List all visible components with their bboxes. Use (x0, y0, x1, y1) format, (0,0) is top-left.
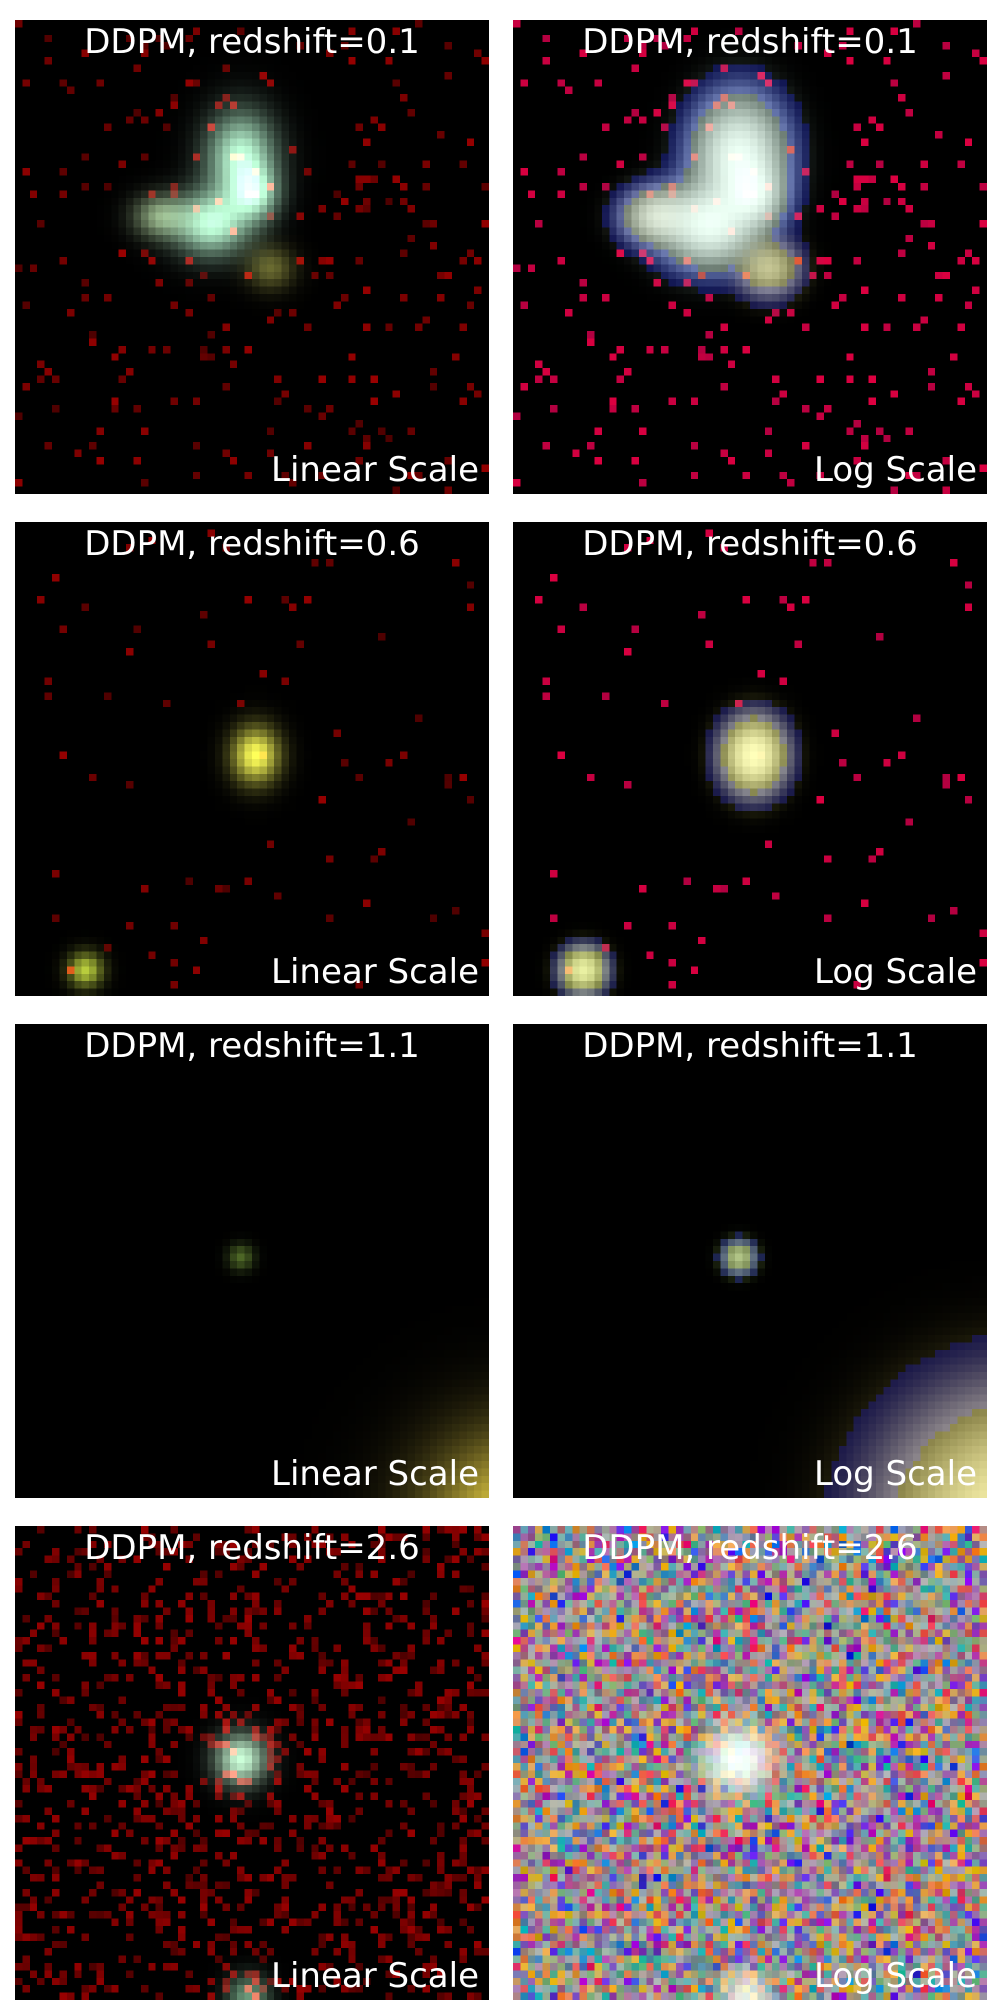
galaxy-image (513, 522, 987, 996)
galaxy-image (15, 20, 489, 494)
scale-label: Log Scale (813, 1454, 977, 1494)
galaxy-panel-z0.6-log: DDPM, redshift=0.6 Log Scale (513, 522, 987, 996)
galaxy-image (15, 1024, 489, 1498)
galaxy-panel-z0.1-log: DDPM, redshift=0.1 Log Scale (513, 20, 987, 494)
panel-title: DDPM, redshift=2.6 (582, 1528, 918, 1568)
panel-title: DDPM, redshift=0.6 (84, 524, 420, 564)
galaxy-panel-z1.1-linear: DDPM, redshift=1.1 Linear Scale (15, 1024, 489, 1498)
galaxy-panel-z0.1-linear: DDPM, redshift=0.1 Linear Scale (15, 20, 489, 494)
scale-label: Linear Scale (271, 450, 479, 490)
galaxy-panel-z0.6-linear: DDPM, redshift=0.6 Linear Scale (15, 522, 489, 996)
galaxy-image (513, 1526, 987, 2000)
scale-label: Log Scale (813, 450, 977, 490)
galaxy-image (513, 1024, 987, 1498)
galaxy-image (15, 1526, 489, 2000)
scale-label: Linear Scale (271, 952, 479, 992)
scale-label: Linear Scale (271, 1956, 479, 1996)
panel-title: DDPM, redshift=0.1 (582, 22, 918, 62)
panel-title: DDPM, redshift=1.1 (84, 1026, 420, 1066)
panel-title: DDPM, redshift=0.1 (84, 22, 420, 62)
scale-label: Log Scale (813, 1956, 977, 1996)
galaxy-image (513, 20, 987, 494)
panel-title: DDPM, redshift=1.1 (582, 1026, 918, 1066)
scale-label: Linear Scale (271, 1454, 479, 1494)
galaxy-panel-z1.1-log: DDPM, redshift=1.1 Log Scale (513, 1024, 987, 1498)
galaxy-panel-z2.6-log: DDPM, redshift=2.6 Log Scale (513, 1526, 987, 2000)
scale-label: Log Scale (813, 952, 977, 992)
panel-title: DDPM, redshift=0.6 (582, 524, 918, 564)
galaxy-image (15, 522, 489, 996)
panel-title: DDPM, redshift=2.6 (84, 1528, 420, 1568)
galaxy-panel-z2.6-linear: DDPM, redshift=2.6 Linear Scale (15, 1526, 489, 2000)
